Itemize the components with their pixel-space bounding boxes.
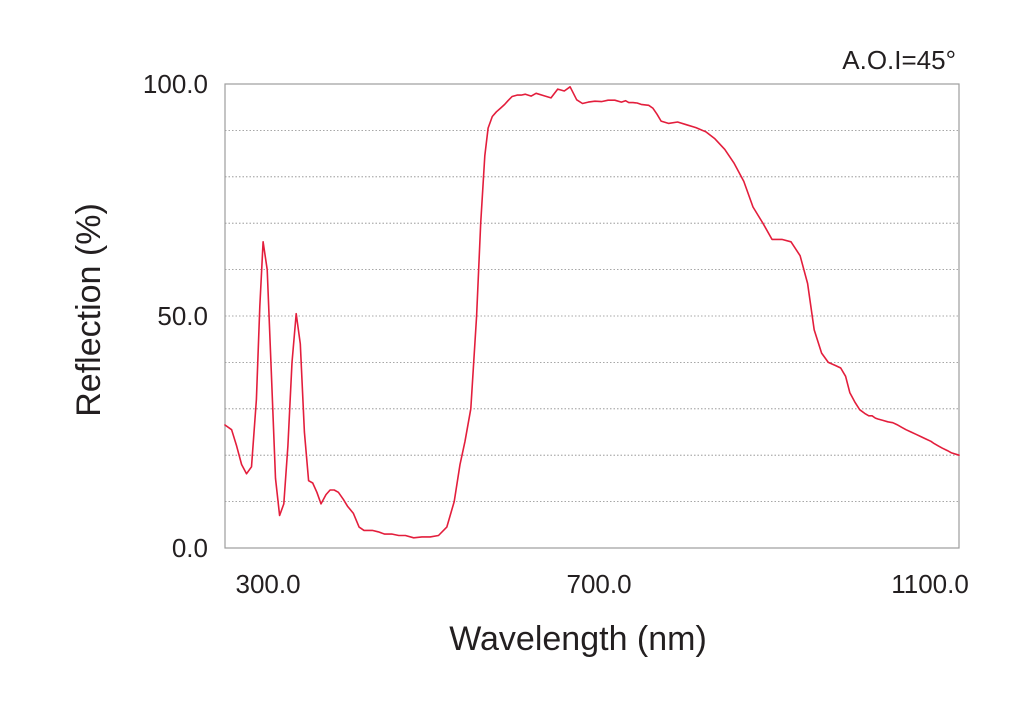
y-axis-title: Reflection (%) — [70, 203, 108, 417]
x-tick-label: 700.0 — [566, 569, 631, 599]
x-tick-label: 300.0 — [235, 569, 300, 599]
angle-of-incidence-annotation: A.O.I=45° — [842, 45, 956, 75]
y-tick-label: 50.0 — [157, 301, 208, 331]
y-tick-label: 0.0 — [172, 533, 208, 563]
y-tick-label: 100.0 — [143, 69, 208, 99]
y-tick-labels: 0.0 50.0 100.0 — [143, 69, 208, 563]
reflection-series-line — [224, 86, 960, 539]
x-tick-labels: 300.0 700.0 1100.0 — [235, 569, 968, 599]
x-tick-label: 1100.0 — [891, 569, 969, 599]
series-layer — [224, 86, 960, 539]
plot-frame — [224, 83, 960, 549]
x-axis-title: Wavelength (nm) — [449, 620, 707, 658]
gridlines — [225, 129, 959, 503]
